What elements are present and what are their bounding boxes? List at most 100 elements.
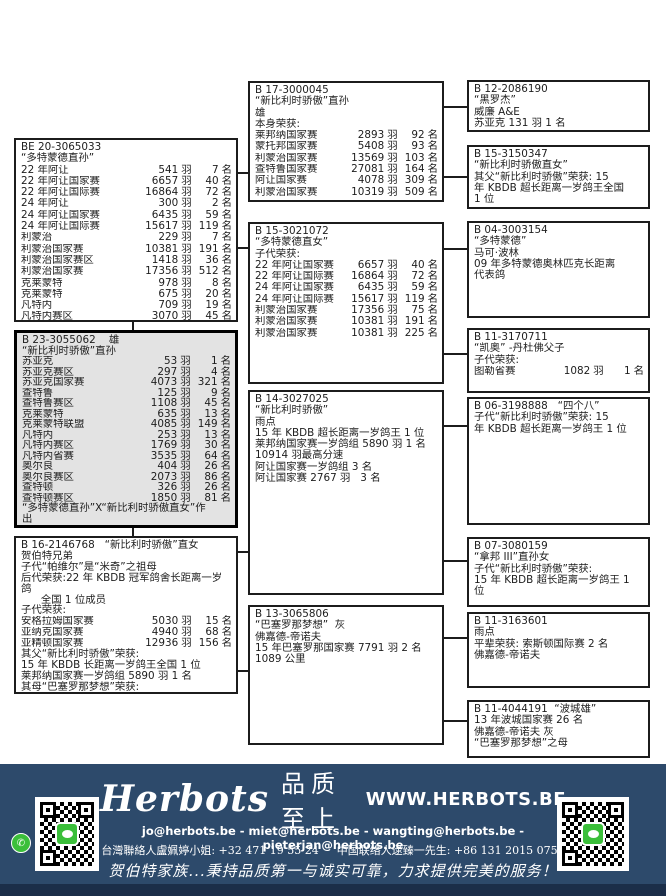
race-rank-unit: 名 bbox=[222, 693, 232, 694]
race-birds-unit: 羽 bbox=[181, 615, 192, 628]
pedigree-text-line: 苏亚克 131 羽 1 名 bbox=[474, 116, 566, 129]
pedigree-box-ggp-8: B 11-4044191 “波城雄” 13 年波城国家赛 26 名佛嘉德-帝诺夫 … bbox=[467, 700, 650, 758]
pedigree-text-line: B 15-3150347 bbox=[474, 148, 548, 160]
race-label: 查特鲁赛区 bbox=[22, 398, 74, 409]
race-birds: 4940 bbox=[151, 626, 179, 639]
race-birds-unit: 羽 bbox=[387, 258, 398, 271]
pedigree-text-line: 1 位 bbox=[474, 193, 495, 206]
race-birds: 1769 bbox=[150, 439, 178, 451]
qr-pattern bbox=[562, 802, 624, 866]
race-result-row: 莱邦纳国家赛 2893 羽 92 名 bbox=[255, 129, 438, 142]
race-result-row: 克莱蒙特联盟 4085 羽 149 名 bbox=[22, 419, 231, 430]
race-birds-unit: 羽 bbox=[387, 174, 398, 187]
pedigree-text-line: 威廉 A&E bbox=[474, 105, 520, 118]
race-result-row: 查特鲁国家赛 27081 羽 164 名 bbox=[255, 163, 438, 176]
pedigree-box-subject: B 23-3055062 雄 “新比利时骄傲”直孙 苏亚克 53 羽 1 名苏亚克赛区 297… bbox=[14, 330, 238, 528]
race-result-row: 22 年阿让 541 羽 7 名 bbox=[21, 164, 232, 176]
pedigree-text-line: 子代“新比利时骄傲”荣获: 15 bbox=[474, 411, 609, 424]
race-birds: 10319 bbox=[351, 185, 385, 198]
race-result-row: 克莱蒙特 635 羽 13 名 bbox=[22, 408, 231, 420]
pedigree-text-line: 出 bbox=[22, 512, 33, 525]
race-birds: 6657 bbox=[151, 174, 179, 187]
race-rank-unit: 名 bbox=[221, 186, 232, 199]
race-result-row: 查特顿赛区 1850 羽 81 名 bbox=[22, 492, 231, 504]
race-rank-unit: 名 bbox=[220, 397, 231, 409]
pedigree-text-line: 雨点 bbox=[474, 626, 495, 639]
race-rank-unit: 名 bbox=[221, 174, 232, 187]
whatsapp-icon: ✆ bbox=[11, 833, 31, 853]
race-label: 巴塞罗那国家赛 bbox=[21, 693, 134, 694]
pedigree-text-line: 子代荣获: bbox=[255, 247, 301, 260]
race-rank-unit: 名 bbox=[427, 163, 438, 176]
race-label: 查特鲁国家赛 bbox=[255, 164, 318, 176]
race-rank-unit: 名 bbox=[220, 355, 231, 367]
race-birds-unit: 羽 bbox=[181, 174, 192, 187]
race-rank-unit: 名 bbox=[427, 258, 438, 271]
race-rank-unit: 名 bbox=[220, 428, 231, 441]
race-birds: 6435 bbox=[357, 281, 385, 294]
race-label: 22 年阿让国际赛 bbox=[255, 271, 334, 283]
race-rank: 512 bbox=[198, 265, 219, 278]
race-rank: 13 bbox=[204, 428, 218, 441]
pedigree-text-line: 位 bbox=[474, 585, 485, 598]
website-url: WWW.HERBOTS.BE bbox=[365, 788, 566, 810]
race-result-row: 利蒙治国家赛 17356 羽 75 名 bbox=[255, 304, 438, 316]
pedigree-box-ggp-4: B 11-3170711 “凯奥” -丹杜佛父子 子代荣获: 图勒省赛 1082 羽 1 名 bbox=[467, 328, 650, 393]
race-label: 凡特内省赛 bbox=[22, 450, 74, 461]
race-label: 利蒙治国家赛区 bbox=[21, 254, 94, 266]
race-rank-unit: 名 bbox=[220, 418, 231, 430]
race-rank: 1 bbox=[210, 355, 218, 367]
pedigree-text-line: 15 年巴塞罗那国家赛 7791 羽 2 名 bbox=[255, 641, 422, 654]
race-label: 克莱蒙特 bbox=[21, 277, 63, 289]
race-rank-unit: 名 bbox=[220, 449, 231, 462]
race-rank: 93 bbox=[411, 140, 425, 153]
pedigree-connector bbox=[236, 247, 248, 249]
pedigree-text-line: “新比利时骄傲”直孙 bbox=[22, 344, 116, 357]
race-rank: 19 bbox=[205, 299, 219, 312]
race-label: 24 年阿让国家赛 bbox=[21, 209, 100, 221]
pedigree-text-line: 代表鸽 bbox=[474, 269, 506, 282]
pedigree-text-line: 后代荣获:22 年 KBDB 冠军鸽舍长距离一岁鸽 bbox=[21, 571, 223, 595]
race-label: 24 年阿让国际赛 bbox=[21, 221, 100, 233]
pedigree-text-line: 子代荣获: bbox=[474, 353, 520, 366]
race-label: 24 年阿让 bbox=[21, 198, 69, 210]
race-rank: 2 bbox=[192, 693, 219, 694]
pedigree-text-line: “新比利时骄傲” bbox=[255, 404, 329, 417]
pedigree-text-line: 10914 羽最高分速 bbox=[255, 449, 344, 462]
race-birds-unit: 羽 bbox=[180, 418, 191, 430]
race-result-row: 利蒙治国家赛 10319 羽 509 名 bbox=[255, 185, 438, 198]
race-result-row: 阿让国家赛 4078 羽 309 名 bbox=[255, 174, 438, 187]
race-birds: 10381 bbox=[351, 315, 385, 328]
pedigree-text-line: 其母“巴塞罗那梦想”荣获: bbox=[21, 680, 140, 693]
race-rank: 8 bbox=[211, 276, 219, 289]
pedigree-text-line: B 11-3170711 bbox=[474, 331, 548, 343]
race-birds: 1082 bbox=[563, 364, 591, 377]
wechat-icon bbox=[581, 822, 605, 846]
pedigree-text-line: 平辈荣获: 索斯顿国际赛 2 名 bbox=[474, 637, 609, 650]
contact-row: 台灣聯絡人盧姵婷小姐: +32 471 19 55 24 中国联络人逯臻一先生:… bbox=[100, 842, 566, 858]
race-label: 莱邦纳国家赛 bbox=[255, 130, 318, 142]
race-result-row: 24 年阿让国家赛 6435 羽 59 名 bbox=[21, 209, 232, 221]
qr-finder-icon bbox=[562, 850, 578, 866]
footer-banner: ✆ Herbots 品质至上 WWW.HERBOTS.BE jo@herbots… bbox=[0, 764, 666, 896]
race-result-row: 利蒙治 229 羽 7 名 bbox=[21, 232, 232, 244]
race-rank: 225 bbox=[404, 326, 425, 339]
pedigree-text-line: 15 年 KBDB 长距离一岁鸽王全国 1 位 bbox=[21, 658, 201, 671]
race-birds: 978 bbox=[158, 276, 179, 289]
pedigree-connector bbox=[444, 720, 467, 722]
race-rank: 45 bbox=[205, 310, 219, 322]
race-birds-unit: 羽 bbox=[387, 129, 398, 142]
race-label: 24 年阿让国家赛 bbox=[255, 282, 334, 294]
pedigree-text-line: 全国 1 位成员 bbox=[21, 593, 106, 606]
race-rank: 309 bbox=[404, 174, 425, 187]
pedigree-text-line: “巴塞罗那梦想” 灰 bbox=[255, 619, 346, 632]
pedigree-text-line: B 17-3000045 bbox=[255, 84, 329, 96]
race-birds-unit: 羽 bbox=[181, 242, 192, 255]
race-label: 克莱蒙特 bbox=[21, 288, 63, 300]
race-rank-unit: 名 bbox=[220, 460, 231, 472]
race-birds: 3535 bbox=[150, 449, 178, 462]
race-label: 利蒙治国家赛 bbox=[21, 243, 84, 255]
race-birds: 297 bbox=[157, 365, 178, 378]
race-label: 蒙托邦国家赛 bbox=[255, 141, 318, 153]
